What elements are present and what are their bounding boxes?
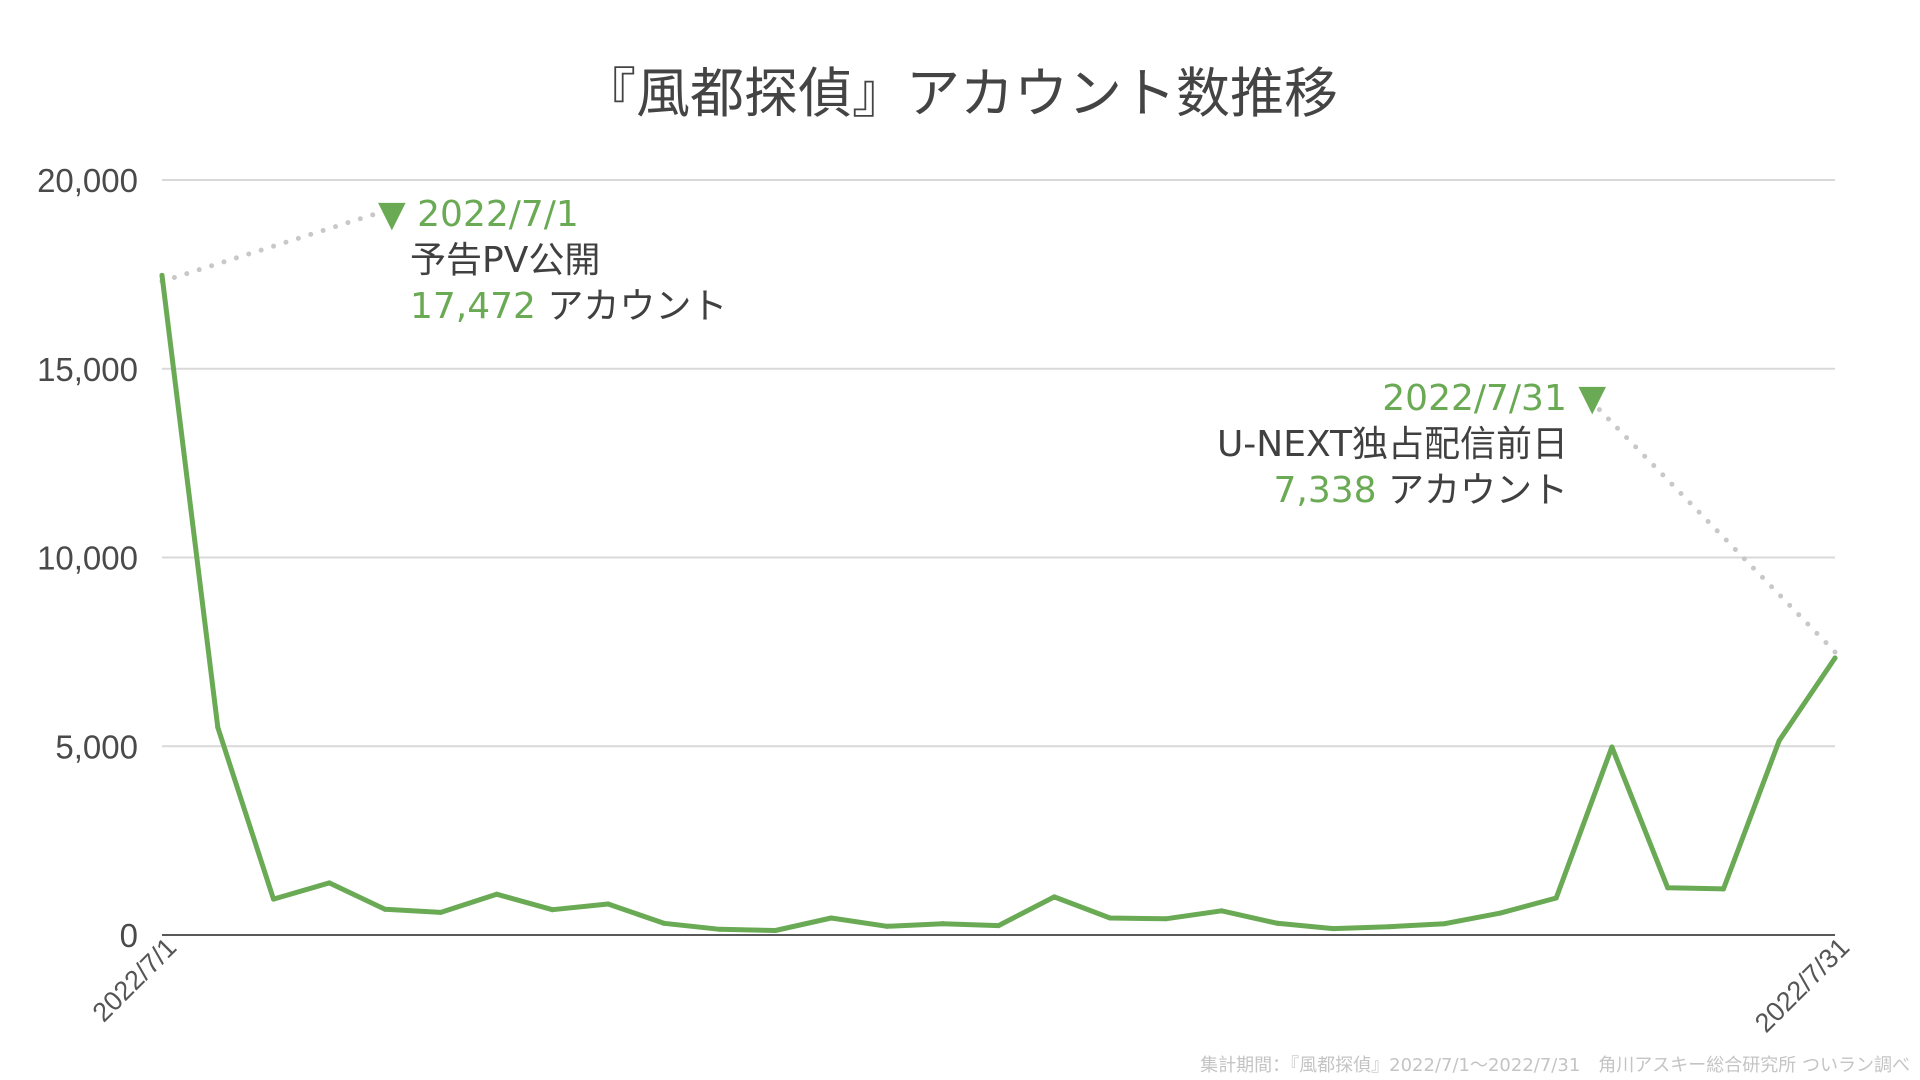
annotation-end: 2022/7/31 ▼ U-NEXT独占配信前日 7,338 アカウント (1217, 378, 1606, 511)
annotation-leader (1589, 399, 1838, 655)
y-tick-label: 20,000 (37, 162, 138, 199)
data-point (159, 272, 165, 278)
data-point (271, 896, 277, 902)
annotation-end-event: U-NEXT独占配信前日 (1217, 424, 1568, 465)
annotation-start: ▼ 2022/7/1 予告PV公開 17,472 アカウント (378, 194, 727, 327)
data-point (549, 907, 555, 913)
data-points (159, 272, 1838, 933)
data-point (1665, 885, 1671, 891)
annotation-start-value: 17,472 (410, 286, 536, 327)
data-point (1219, 908, 1225, 914)
data-point (661, 920, 667, 926)
x-tick-label: 2022/7/31 (1749, 932, 1855, 1038)
annotation-leader-lines (159, 207, 1838, 655)
y-tick-label: 0 (120, 917, 138, 954)
data-point (605, 901, 611, 907)
chart-title: 『風都探偵』アカウント数推移 (582, 62, 1338, 125)
data-point (996, 923, 1001, 929)
annotation-start-marker: ▼ (378, 194, 406, 235)
series-line (159, 272, 1838, 933)
annotation-start-event: 予告PV公開 (410, 240, 600, 281)
data-point (884, 923, 890, 929)
data-point (1107, 915, 1113, 921)
data-point (438, 909, 444, 915)
annotation-end-marker: ▼ (1578, 378, 1606, 419)
svg-text:7,338 アカウント: 7,338 アカウント (1273, 470, 1568, 511)
data-point (1274, 920, 1280, 926)
svg-text:17,472 アカウント: 17,472 アカウント (410, 286, 727, 327)
data-point (828, 915, 834, 921)
y-axis-tick-labels: 0 5,000 10,000 15,000 20,000 (37, 162, 138, 954)
data-point (382, 906, 388, 912)
data-point (717, 926, 723, 932)
data-point (326, 880, 332, 886)
y-tick-label: 5,000 (55, 728, 138, 765)
source-note: 集計期間：『風都探偵』2022/7/1〜2022/7/31 角川アスキー総合研究… (1200, 1055, 1910, 1076)
data-point (1832, 655, 1838, 661)
data-point (1553, 895, 1559, 901)
x-axis-tick-labels: 2022/7/1 2022/7/31 (87, 932, 1856, 1038)
y-tick-label: 15,000 (37, 351, 138, 388)
data-point (1163, 916, 1169, 922)
data-point (1720, 886, 1726, 892)
svg-text:▼ 2022/7/1: ▼ 2022/7/1 (378, 194, 579, 235)
data-point (1776, 738, 1782, 744)
data-point (1609, 744, 1615, 750)
gridlines (162, 179, 1835, 748)
annotation-end-unit: アカウント (1388, 470, 1568, 511)
data-point (1386, 924, 1392, 930)
svg-text:2022/7/31 ▼: 2022/7/31 ▼ (1382, 378, 1606, 419)
data-point (215, 724, 221, 730)
data-point (940, 921, 946, 927)
data-point (1051, 894, 1057, 900)
data-point (1442, 921, 1448, 927)
annotation-start-unit: アカウント (547, 286, 727, 327)
data-point (1330, 926, 1336, 932)
annotation-start-date: 2022/7/1 (417, 194, 579, 235)
y-tick-label: 10,000 (37, 540, 138, 577)
data-point (1497, 910, 1503, 916)
annotation-end-date: 2022/7/31 (1382, 378, 1567, 419)
data-point (494, 891, 500, 897)
annotation-leader (159, 207, 391, 284)
data-point (772, 927, 778, 933)
annotation-end-value: 7,338 (1273, 470, 1376, 511)
